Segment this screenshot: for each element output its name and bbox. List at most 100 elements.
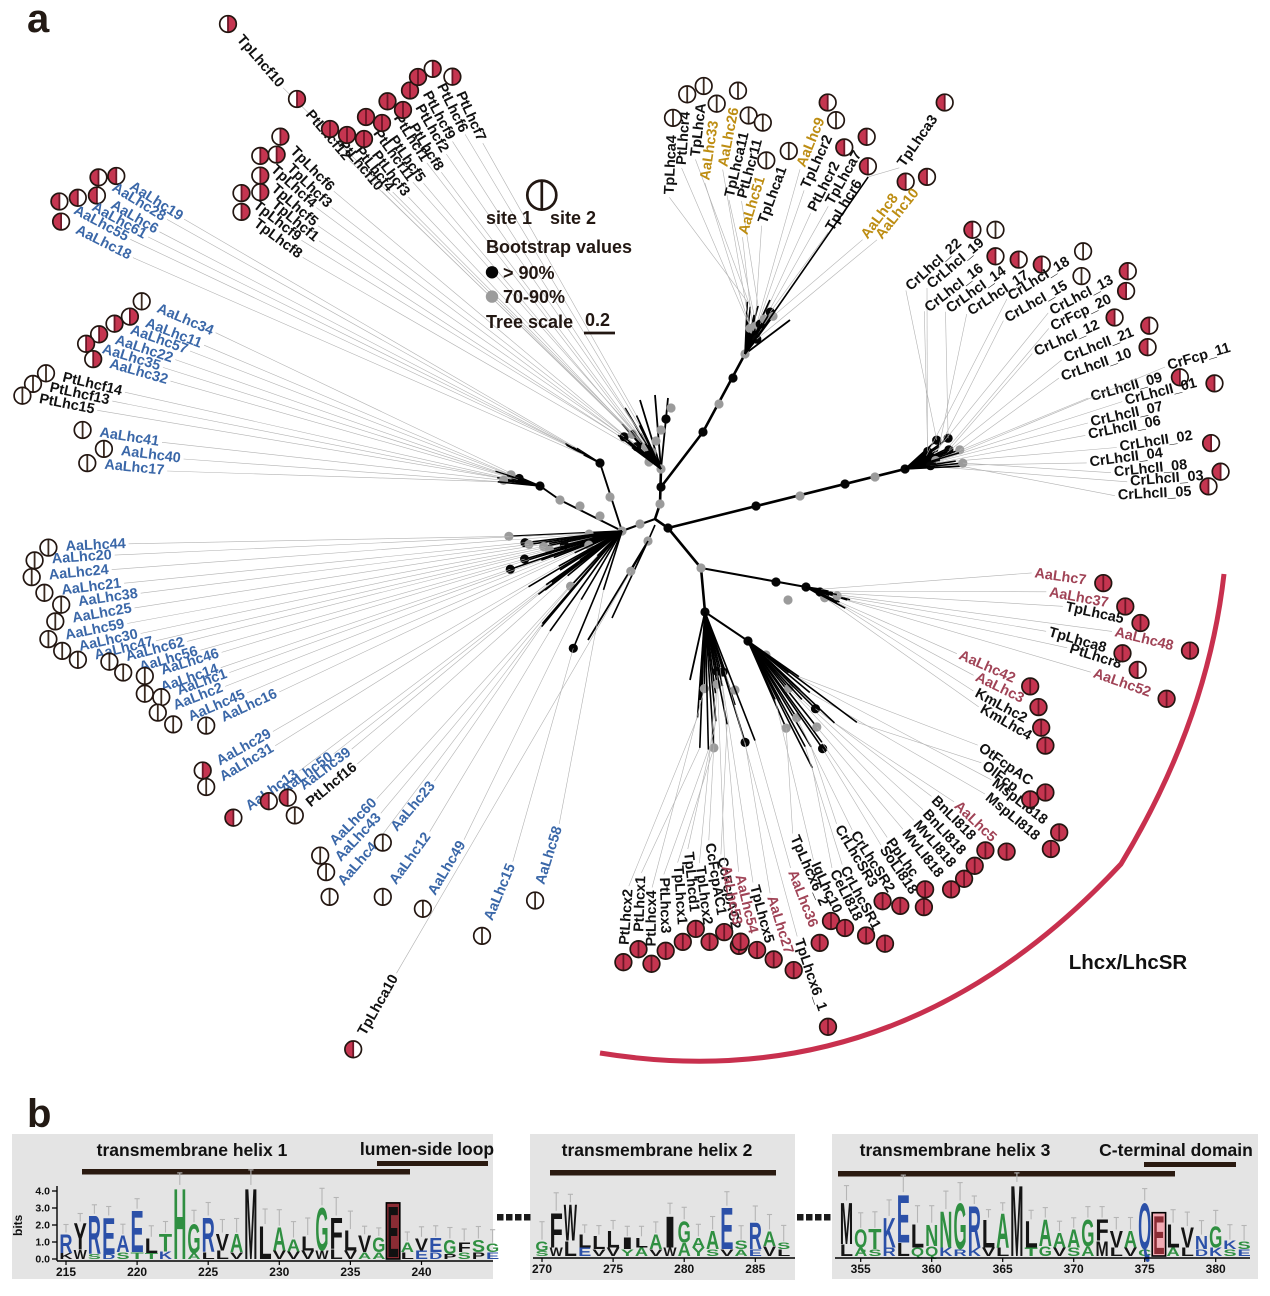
svg-text:A: A [116, 1232, 129, 1258]
svg-text:H: H [173, 1169, 186, 1282]
svg-text:G: G [535, 1239, 548, 1254]
svg-text:G: G [1209, 1222, 1222, 1255]
svg-text:L: L [145, 1234, 158, 1258]
svg-text:S: S [472, 1236, 485, 1256]
svg-text:375: 375 [1135, 1262, 1155, 1276]
svg-text:L: L [982, 1211, 995, 1256]
svg-text:E: E [429, 1235, 442, 1257]
svg-text:L: L [592, 1233, 605, 1253]
svg-text:240: 240 [411, 1265, 431, 1279]
svg-text:A: A [706, 1226, 719, 1255]
svg-text:N: N [939, 1202, 952, 1259]
svg-text:I: I [621, 1234, 634, 1253]
svg-text:380: 380 [1206, 1262, 1226, 1276]
svg-text:Tree scale: Tree scale [486, 312, 573, 332]
svg-text:E: E [102, 1208, 115, 1266]
svg-text:S: S [777, 1241, 790, 1251]
svg-text:T: T [868, 1224, 882, 1255]
svg-text:215: 215 [56, 1265, 76, 1279]
svg-text:transmembrane helix 2: transmembrane helix 2 [562, 1140, 753, 1160]
svg-text:E: E [720, 1197, 733, 1263]
svg-text:275: 275 [603, 1262, 623, 1276]
svg-text:V: V [1181, 1223, 1195, 1254]
svg-text:285: 285 [745, 1262, 765, 1276]
svg-text:G: G [372, 1235, 385, 1258]
svg-text:L: L [301, 1233, 314, 1255]
svg-text:270: 270 [532, 1262, 552, 1276]
svg-text:A: A [273, 1221, 286, 1258]
svg-text:transmembrane helix 3: transmembrane helix 3 [860, 1140, 1051, 1160]
svg-text:Bootstrap values: Bootstrap values [486, 237, 632, 257]
svg-text:G: G [443, 1236, 456, 1259]
svg-text:transmembrane helix 1: transmembrane helix 1 [97, 1140, 288, 1160]
svg-text:N: N [1195, 1232, 1208, 1253]
svg-text:L: L [578, 1232, 591, 1252]
svg-text:230: 230 [269, 1265, 289, 1279]
svg-text:I: I [663, 1207, 676, 1257]
svg-text:A: A [692, 1235, 705, 1251]
svg-text:A: A [1067, 1224, 1080, 1253]
svg-text:M: M [840, 1192, 853, 1258]
svg-text:2.0: 2.0 [35, 1220, 50, 1232]
svg-text:225: 225 [198, 1265, 218, 1279]
svg-text:PtLhcx3: PtLhcx3 [656, 877, 673, 933]
svg-text:F: F [1095, 1213, 1108, 1248]
svg-text:V: V [358, 1231, 372, 1258]
svg-text:L: L [606, 1227, 619, 1253]
svg-text:C-terminal domain: C-terminal domain [1099, 1140, 1253, 1160]
svg-text:280: 280 [674, 1262, 694, 1276]
svg-text:4.0: 4.0 [35, 1186, 50, 1198]
svg-text:L: L [1166, 1218, 1179, 1255]
svg-text:370: 370 [1064, 1262, 1084, 1276]
svg-text:M: M [244, 1168, 257, 1281]
svg-text:A: A [287, 1236, 300, 1256]
svg-text:G: G [1081, 1212, 1094, 1255]
svg-text:V: V [216, 1229, 230, 1256]
svg-text:S: S [735, 1239, 748, 1252]
svg-text:V: V [415, 1234, 429, 1254]
svg-text:A: A [1053, 1229, 1066, 1253]
svg-text:G: G [678, 1216, 691, 1249]
svg-text:bits: bits [11, 1214, 25, 1236]
svg-text:A: A [649, 1231, 662, 1255]
svg-text:S: S [1238, 1241, 1251, 1252]
svg-text:lumen-side loop: lumen-side loop [360, 1139, 494, 1159]
svg-text:A: A [401, 1240, 414, 1256]
svg-text:220: 220 [127, 1265, 147, 1279]
svg-text:a: a [27, 0, 50, 41]
svg-text:L: L [344, 1226, 357, 1257]
svg-text:W: W [564, 1196, 577, 1253]
svg-text:L: L [911, 1218, 924, 1255]
svg-text:> 90%: > 90% [503, 263, 555, 283]
svg-text:L: L [1024, 1213, 1037, 1256]
svg-text:A: A [1124, 1227, 1137, 1253]
svg-text:F: F [550, 1203, 563, 1259]
svg-text:V: V [1110, 1226, 1124, 1253]
svg-text:site 2: site 2 [550, 208, 596, 228]
svg-text:G: G [486, 1243, 499, 1256]
svg-text:K: K [1223, 1239, 1236, 1252]
svg-text:E: E [1153, 1204, 1164, 1266]
svg-text:Q: Q [854, 1224, 867, 1254]
svg-text:R: R [59, 1228, 72, 1259]
svg-text:0.0: 0.0 [35, 1254, 50, 1266]
svg-text:365: 365 [993, 1262, 1013, 1276]
svg-text:235: 235 [340, 1265, 360, 1279]
svg-text:355: 355 [851, 1262, 871, 1276]
svg-text:R: R [968, 1195, 981, 1261]
svg-text:T: T [159, 1229, 172, 1257]
svg-text:360: 360 [922, 1262, 942, 1276]
svg-text:R: R [749, 1216, 762, 1258]
svg-text:A: A [230, 1229, 243, 1258]
svg-text:G: G [954, 1190, 967, 1264]
svg-text:b: b [27, 1092, 51, 1136]
svg-text:70-90%: 70-90% [503, 287, 565, 307]
svg-text:Lhcx/LhcSR: Lhcx/LhcSR [1069, 951, 1188, 974]
svg-text:Q: Q [1138, 1190, 1151, 1264]
svg-text:F: F [458, 1239, 471, 1255]
svg-text:3.0: 3.0 [35, 1203, 50, 1215]
svg-text:E: E [131, 1200, 144, 1266]
svg-text:A: A [1039, 1213, 1052, 1255]
svg-text:site 1: site 1 [486, 208, 532, 228]
svg-text:0.2: 0.2 [585, 310, 610, 330]
